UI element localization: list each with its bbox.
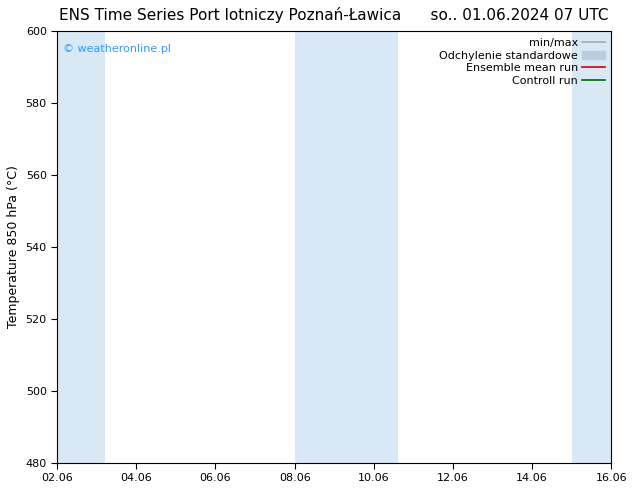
Bar bbox=[295, 31, 342, 463]
Bar bbox=[572, 31, 611, 463]
Y-axis label: Temperature 850 hPa (°C): Temperature 850 hPa (°C) bbox=[7, 166, 20, 328]
Bar bbox=[57, 31, 105, 463]
Bar bbox=[342, 31, 398, 463]
Legend: min/max, Odchylenie standardowe, Ensemble mean run, Controll run: min/max, Odchylenie standardowe, Ensembl… bbox=[435, 33, 609, 91]
Title: ENS Time Series Port lotniczy Poznań-Ławica      so.. 01.06.2024 07 UTC: ENS Time Series Port lotniczy Poznań-Ław… bbox=[60, 7, 609, 23]
Text: © weatheronline.pl: © weatheronline.pl bbox=[63, 44, 171, 54]
